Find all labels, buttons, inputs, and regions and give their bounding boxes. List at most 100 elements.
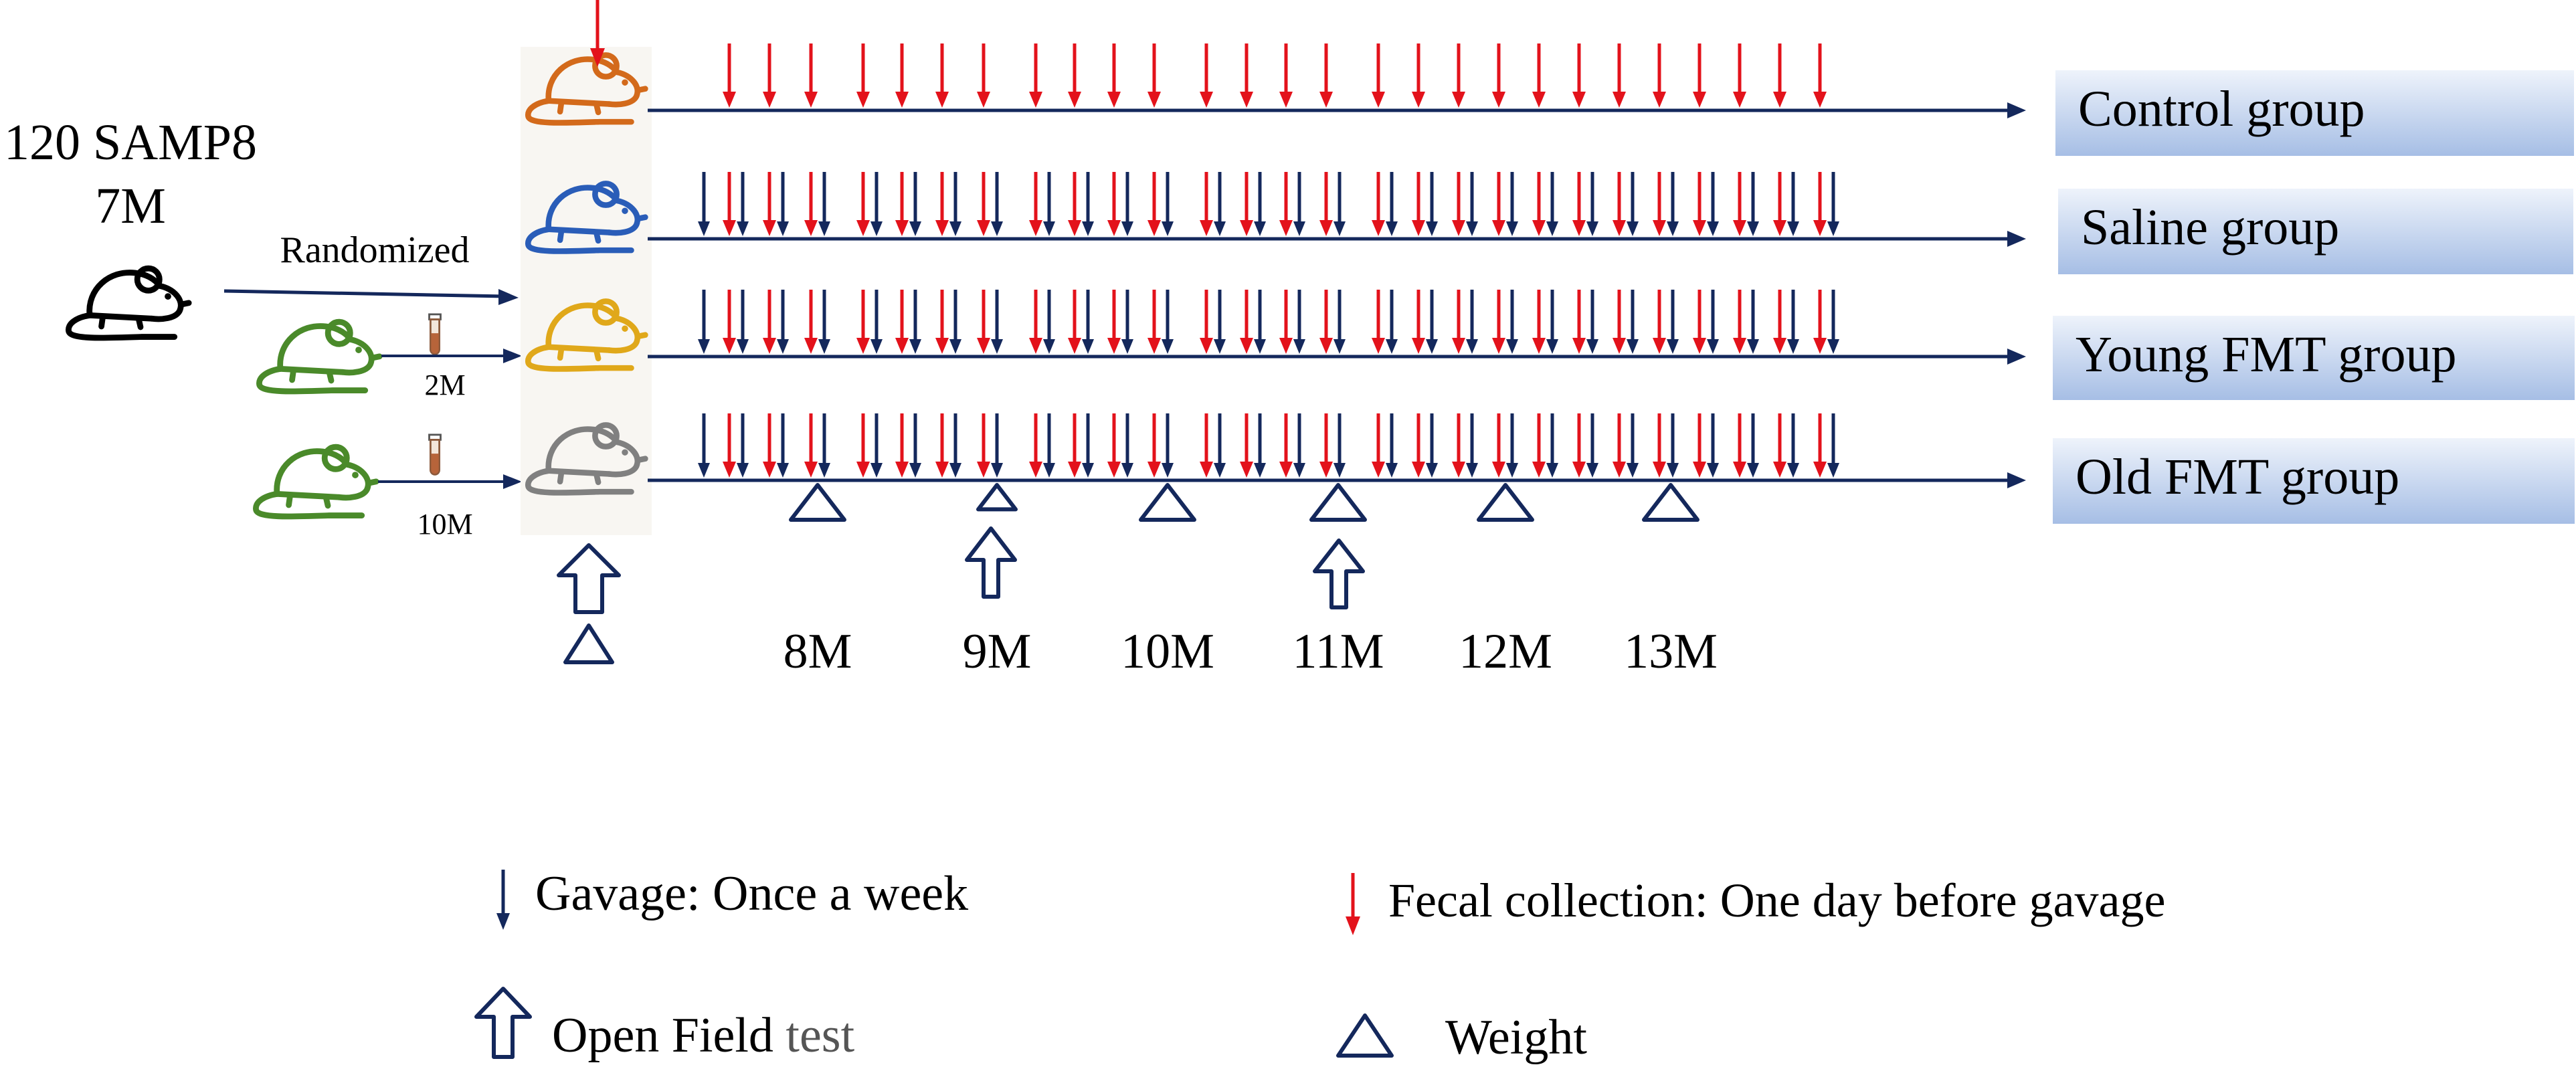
gavage-arrowhead: [1333, 221, 1346, 236]
fecal-collection-arrowhead: [1653, 220, 1666, 236]
group-row: Old FMT group: [528, 413, 2575, 524]
source-mouse-icon: [68, 268, 189, 338]
gavage-arrowhead: [1627, 463, 1639, 478]
young-donor-arrowhead: [503, 349, 522, 363]
month-label: 10M: [1121, 624, 1214, 679]
gavage-arrowhead: [1082, 339, 1094, 354]
gavage-arrowhead: [991, 463, 1003, 478]
gavage-arrowhead: [1214, 463, 1226, 478]
legend-open-field-text: Open Field test: [552, 1008, 855, 1063]
fecal-collection-arrowhead: [804, 92, 818, 108]
fecal-collection-arrowhead: [935, 220, 949, 236]
gavage-arrowhead: [1586, 221, 1598, 236]
randomized-arrow: [223, 289, 506, 298]
fecal-collection-arrowhead: [977, 338, 990, 354]
gavage-arrowhead: [870, 463, 883, 478]
gavage-arrowhead: [1466, 463, 1478, 478]
fecal-collection-arrowhead: [1613, 92, 1626, 108]
fecal-collection-arrowhead: [1532, 220, 1546, 236]
group-label-box: [2053, 438, 2575, 524]
fecal-collection-arrowhead: [1653, 92, 1666, 108]
month-label: 11M: [1292, 624, 1384, 679]
month-label: 8M: [784, 624, 852, 679]
legend-gavage-text: Gavage: Once a week: [535, 866, 968, 921]
group-label: Control group: [2078, 81, 2365, 137]
fecal-collection-arrowhead: [977, 462, 990, 478]
fecal-collection-arrowhead: [1733, 220, 1746, 236]
gavage-arrowhead: [1121, 339, 1133, 354]
gavage-arrowhead: [1386, 221, 1398, 236]
gavage-arrowhead: [1082, 221, 1094, 236]
gavage-arrowhead: [1707, 463, 1719, 478]
fecal-collection-arrowhead: [1068, 462, 1081, 478]
timeline-arrowhead: [2007, 102, 2026, 118]
weight-marker: [789, 483, 846, 522]
legend-fecal-arrowhead: [1346, 916, 1360, 935]
fecal-collection-arrowhead: [895, 220, 909, 236]
fecal-collection-arrowhead: [763, 462, 776, 478]
gavage-arrowhead: [777, 221, 789, 236]
weight-marker: [1642, 483, 1699, 522]
group-row: Control group: [528, 43, 2574, 156]
gavage-arrowhead: [991, 339, 1003, 354]
gavage-arrowhead: [1254, 221, 1266, 236]
fecal-collection-arrowhead: [1068, 92, 1081, 108]
gavage-arrowhead: [1546, 463, 1558, 478]
fecal-collection-arrowhead: [1319, 338, 1333, 354]
fecal-collection-arrowhead: [1279, 462, 1293, 478]
fecal-collection-arrowhead: [804, 338, 818, 354]
control-start-fecal-arrow: [590, 0, 605, 67]
randomized-arrowhead: [498, 289, 519, 305]
fecal-collection-arrowhead: [723, 220, 736, 236]
legend-fecal-text: Fecal collection: One day before gavage: [1388, 874, 2165, 927]
fecal-collection-arrowhead: [1147, 462, 1161, 478]
gavage-arrowhead: [1082, 463, 1094, 478]
source-count-label: 120 SAMP8: [4, 114, 257, 171]
gavage-arrowhead: [1293, 463, 1305, 478]
gavage-arrowhead: [1627, 339, 1639, 354]
fecal-collection-arrowhead: [723, 462, 736, 478]
gavage-arrowhead: [818, 463, 830, 478]
fecal-collection-arrowhead: [1107, 92, 1121, 108]
gavage-arrowhead: [909, 221, 921, 236]
gavage-arrowhead: [1787, 463, 1799, 478]
fecal-collection-arrowhead: [1319, 220, 1333, 236]
gavage-arrowhead: [1667, 463, 1679, 478]
fecal-collection-arrowhead: [1279, 92, 1293, 108]
fecal-collection-arrowhead: [1813, 462, 1827, 478]
group-label-box: [2058, 189, 2573, 274]
fecal-collection-arrowhead: [1693, 338, 1706, 354]
fecal-collection-arrowhead: [1572, 220, 1586, 236]
fecal-collection-arrowhead: [856, 220, 870, 236]
weight-marker: [1309, 483, 1367, 522]
fecal-collection-arrowhead: [1733, 462, 1746, 478]
gavage-arrowhead: [1043, 463, 1055, 478]
timeline-arrowhead: [2007, 472, 2026, 488]
gavage-arrowhead: [1747, 463, 1759, 478]
fecal-collection-arrowhead: [1693, 92, 1706, 108]
fecal-collection-arrowhead: [935, 338, 949, 354]
fecal-collection-arrowhead: [1107, 220, 1121, 236]
month-labels: 8M 9M 10M 11M 12M 13M: [784, 624, 1718, 679]
group-label: Saline group: [2081, 199, 2339, 256]
old-donor-age-label: 10M: [417, 508, 472, 541]
fecal-collection-arrowhead: [1107, 338, 1121, 354]
gavage-arrowhead: [737, 221, 749, 236]
gavage-arrowhead: [909, 463, 921, 478]
fecal-collection-arrowhead: [856, 338, 870, 354]
gavage-arrowhead: [909, 339, 921, 354]
gavage-arrowhead: [698, 339, 710, 354]
gavage-arrowhead: [1707, 221, 1719, 236]
gavage-arrowhead: [1506, 221, 1518, 236]
fecal-collection-arrowhead: [1773, 92, 1786, 108]
fecal-collection-arrowhead: [856, 92, 870, 108]
fecal-collection-arrowhead: [763, 92, 776, 108]
fecal-collection-arrowhead: [1147, 220, 1161, 236]
open-field-11m-icon: [1313, 539, 1365, 609]
gavage-arrowhead: [1162, 339, 1174, 354]
fecal-collection-arrowhead: [1200, 92, 1213, 108]
gavage-arrowhead: [1043, 221, 1055, 236]
gavage-arrowhead: [1466, 221, 1478, 236]
gavage-arrowhead: [991, 221, 1003, 236]
